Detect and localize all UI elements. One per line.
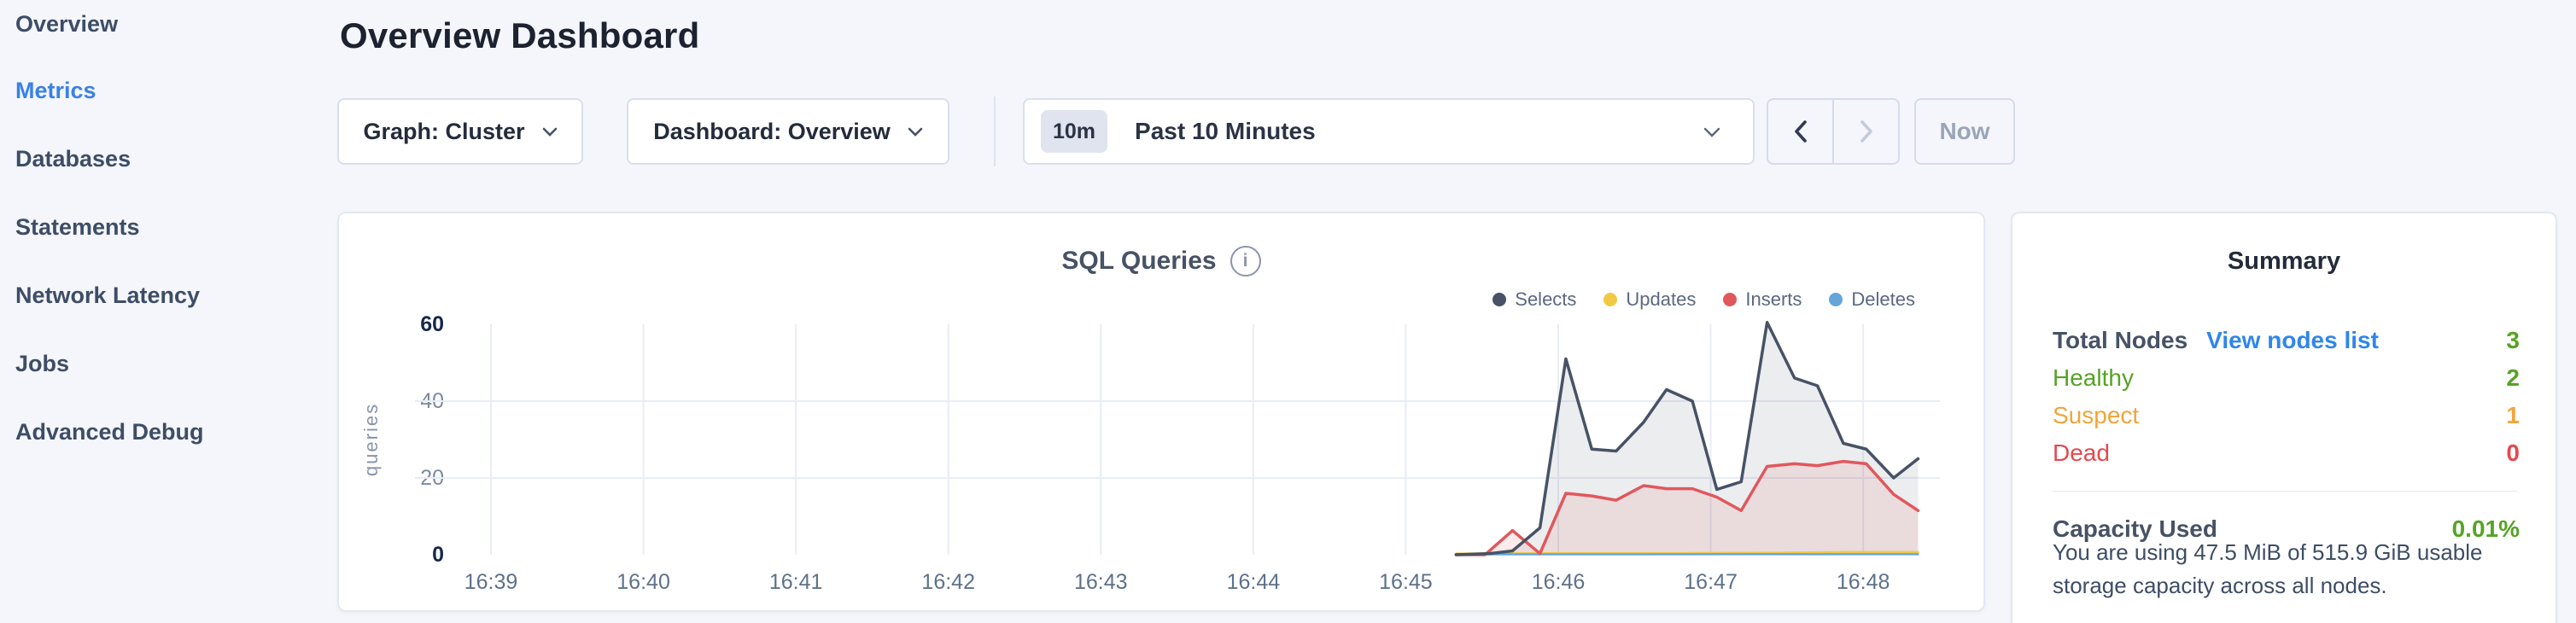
view-nodes-list-link[interactable]: View nodes list (2206, 327, 2379, 353)
sidebar-item-jobs[interactable]: Jobs (15, 351, 70, 376)
x-tick-label: 16:44 (1226, 570, 1281, 594)
summary-divider (2053, 491, 2517, 492)
x-tick-label: 16:39 (464, 570, 518, 594)
legend-item-updates: Updates (1603, 288, 1696, 311)
toolbar-divider (994, 96, 996, 166)
capacity-used-label: Capacity Used (2053, 515, 2217, 542)
legend-item-inserts: Inserts (1723, 288, 1802, 311)
previous-time-button[interactable] (1768, 100, 1834, 163)
dashboard-select-label: Dashboard: Overview (653, 118, 891, 144)
healthy-label: Healthy (2053, 364, 2134, 391)
chevron-right-icon (1860, 120, 1872, 143)
legend-label: Selects (1515, 288, 1577, 310)
x-tick-label: 16:47 (1684, 570, 1738, 594)
time-range-badge: 10m (1041, 110, 1108, 153)
summary-row-capacity: Capacity Used 0.01% (2053, 514, 2520, 544)
sidebar-item-statements[interactable]: Statements (15, 214, 140, 240)
info-icon[interactable]: i (1230, 246, 1261, 277)
x-tick-label: 16:42 (921, 570, 975, 594)
time-range-dropdown[interactable]: 10m Past 10 Minutes (1023, 98, 1755, 165)
x-tick-label: 16:43 (1074, 570, 1128, 594)
sidebar-item-advanced-debug[interactable]: Advanced Debug (15, 419, 204, 445)
time-range-label: Past 10 Minutes (1135, 118, 1316, 144)
next-time-button-disabled[interactable] (1834, 100, 1898, 163)
legend-label: Deletes (1851, 288, 1915, 310)
graph-select-label: Graph: Cluster (363, 118, 525, 144)
now-button[interactable]: Now (1914, 98, 2015, 165)
sql-queries-chart-card: SQL Queries i Selects Updates Inserts De… (337, 212, 1985, 612)
sidebar-item-metrics[interactable]: Metrics (15, 78, 96, 103)
legend-dot-icon (1723, 293, 1738, 306)
sidebar-item-databases[interactable]: Databases (15, 146, 131, 172)
x-tick-label: 16:45 (1379, 570, 1433, 594)
chart-title-row: SQL Queries i (339, 246, 1983, 277)
summary-row-total-nodes: Total Nodes View nodes list 3 (2053, 325, 2520, 356)
total-nodes-value: 3 (2506, 327, 2520, 353)
chart-title: SQL Queries (1061, 247, 1217, 275)
page-title: Overview Dashboard (340, 15, 700, 55)
suspect-value: 1 (2506, 402, 2520, 428)
chart-plot-area[interactable]: 16:39 16:40 16:41 16:42 16:43 16:44 16:45 16:46… (415, 321, 1940, 594)
line-chart (415, 321, 1940, 556)
legend-dot-icon (1829, 293, 1843, 306)
legend-dot-icon (1492, 293, 1507, 306)
sidebar-item-network-latency[interactable]: Network Latency (15, 282, 201, 308)
capacity-description: You are using 47.5 MiB of 515.9 GiB usab… (2053, 539, 2483, 598)
chevron-down-icon (542, 127, 557, 137)
summary-row-dead: Dead 0 (2053, 438, 2520, 469)
sidebar-item-overview[interactable]: Overview (15, 11, 119, 37)
summary-title: Summary (2227, 247, 2341, 275)
y-tick-label: 60 (420, 312, 444, 336)
legend-label: Updates (1626, 288, 1697, 310)
total-nodes-label: Total Nodes (2053, 327, 2188, 353)
x-tick-label: 16:46 (1531, 570, 1586, 594)
dead-label: Dead (2053, 440, 2110, 466)
healthy-value: 2 (2506, 364, 2520, 391)
legend-item-selects: Selects (1492, 288, 1576, 311)
summary-row-healthy: Healthy 2 (2053, 363, 2520, 393)
legend-label: Inserts (1745, 288, 1802, 310)
y-tick-label: 0 (432, 543, 444, 567)
chevron-left-icon (1794, 120, 1807, 143)
x-tick-label: 16:40 (616, 570, 670, 594)
dead-value: 0 (2506, 440, 2520, 466)
chevron-down-icon (908, 127, 923, 137)
x-tick-label: 16:48 (1836, 570, 1890, 594)
dashboard-select-dropdown[interactable]: Dashboard: Overview (627, 98, 949, 165)
x-tick-label: 16:41 (768, 570, 823, 594)
legend-item-deletes: Deletes (1829, 288, 1915, 311)
chart-legend: Selects Updates Inserts Deletes (1492, 288, 1915, 311)
suspect-label: Suspect (2053, 402, 2140, 428)
time-step-buttons (1767, 98, 1900, 165)
capacity-used-value: 0.01% (2451, 515, 2520, 542)
graph-select-dropdown[interactable]: Graph: Cluster (337, 98, 583, 165)
chevron-down-icon (1703, 127, 1720, 137)
legend-dot-icon (1603, 293, 1618, 306)
summary-panel: Summary Total Nodes View nodes list 3 Hea… (2011, 212, 2557, 623)
summary-row-suspect: Suspect 1 (2053, 400, 2520, 431)
